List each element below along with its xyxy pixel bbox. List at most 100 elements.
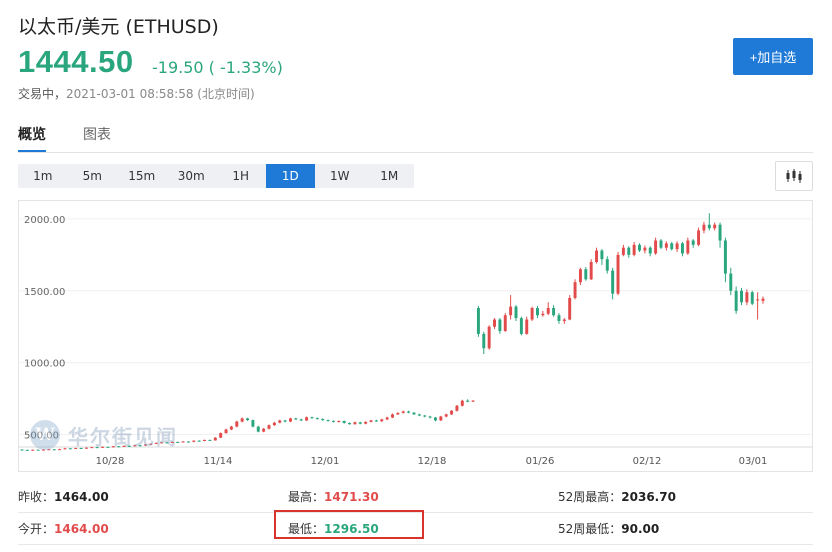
candle-body xyxy=(294,418,298,420)
candle-body xyxy=(503,315,507,332)
candle-body xyxy=(224,429,228,434)
candle-body xyxy=(519,318,523,334)
candle-body xyxy=(251,420,255,427)
candle-body xyxy=(487,326,491,349)
candle-body xyxy=(186,441,190,443)
candle-body xyxy=(482,333,486,349)
candle-body xyxy=(686,240,690,254)
tab-active-indicator xyxy=(18,150,46,152)
candle-body xyxy=(20,449,24,451)
candle-body xyxy=(643,247,647,251)
x-tick-label: 02/12 xyxy=(633,456,662,467)
candle-body xyxy=(240,418,244,422)
candle-body xyxy=(638,244,641,251)
candle-body xyxy=(718,224,722,241)
candle-body xyxy=(745,292,749,303)
candle-body xyxy=(611,270,615,294)
candle-body xyxy=(605,259,609,271)
candle-body xyxy=(750,292,754,304)
period-1h[interactable]: 1H xyxy=(232,169,250,183)
x-tick-label: 01/26 xyxy=(526,456,555,467)
candle-body xyxy=(170,441,174,443)
candle-body xyxy=(160,442,164,444)
candle-body xyxy=(219,433,223,438)
candle-body xyxy=(697,230,701,245)
candle-body xyxy=(192,440,196,442)
candle-body xyxy=(117,446,121,448)
add-to-watchlist-button[interactable]: +加自选 xyxy=(733,38,813,75)
candle-body xyxy=(632,244,636,255)
period-15m[interactable]: 15m xyxy=(128,169,156,183)
candle-body xyxy=(450,410,454,415)
status-text: 交易中， xyxy=(18,87,67,101)
stat-label: 52周最低： xyxy=(558,522,622,536)
stat-value: 90.00 xyxy=(621,522,660,536)
candle-body xyxy=(358,422,362,424)
candle-body xyxy=(47,449,51,451)
period-1m[interactable]: 1m xyxy=(33,169,53,183)
stat-high: 最高：1471.30 xyxy=(288,488,379,505)
candle-body xyxy=(337,420,341,422)
candle-body xyxy=(616,254,620,294)
period-1w[interactable]: 1W xyxy=(330,169,350,183)
candle-body xyxy=(342,420,346,424)
candle-body xyxy=(391,414,394,418)
trading-status: 交易中，2021-03-01 08:58:58 (北京时间) xyxy=(18,85,255,102)
candle-body xyxy=(299,419,303,421)
candle-body xyxy=(740,290,743,303)
candle-body xyxy=(600,250,604,260)
stat-value: 1464.00 xyxy=(54,522,109,536)
candle-body xyxy=(380,419,384,422)
tab-overview[interactable]: 概览 xyxy=(18,127,46,143)
candle-body xyxy=(761,298,765,301)
period-1d[interactable]: 1D xyxy=(265,164,315,188)
stat-value: 1296.50 xyxy=(324,522,379,536)
period-1mo[interactable]: 1M xyxy=(380,169,399,183)
candle-body xyxy=(278,420,282,423)
candle-body xyxy=(412,412,416,415)
candle-body xyxy=(122,445,126,447)
period-30m[interactable]: 30m xyxy=(177,169,205,183)
x-tick-label: 11/14 xyxy=(204,456,233,467)
stat-value: 1464.00 xyxy=(54,490,109,504)
candle-body xyxy=(176,441,180,443)
stat-52w-high: 52周最高：2036.70 xyxy=(558,488,676,505)
stat-prev-close: 昨收：1464.00 xyxy=(18,488,109,505)
candle-body xyxy=(756,299,760,301)
price-chart[interactable]: 2000.00 1500.00 1000.00 500.00 10/28 11/14 12/… xyxy=(18,200,813,472)
candle-body xyxy=(310,417,314,419)
tab-chart[interactable]: 图表 xyxy=(83,127,111,143)
stat-low: 最低：1296.50 xyxy=(288,520,379,537)
candle-body xyxy=(423,415,427,417)
x-tick-label: 03/01 xyxy=(739,456,768,467)
candle-body xyxy=(621,247,625,255)
candle-body xyxy=(369,420,373,422)
stats-row: 昨收：1464.00 最高：1471.30 52周最高：2036.70 xyxy=(18,480,813,513)
candle-body xyxy=(315,418,319,420)
y-tick-label: 1500.00 xyxy=(24,287,65,298)
candle-body xyxy=(455,405,459,411)
low-highlight-box xyxy=(274,510,424,539)
candle-body xyxy=(476,308,480,334)
candle-body xyxy=(84,447,88,449)
candle-body xyxy=(229,426,233,430)
candle-body xyxy=(272,422,276,426)
candle-body xyxy=(353,422,357,425)
candle-body xyxy=(36,449,40,451)
period-5m[interactable]: 5m xyxy=(82,169,102,183)
candle-body xyxy=(262,428,266,432)
candle-body xyxy=(514,306,518,319)
candle-body xyxy=(729,273,733,291)
candle-body xyxy=(203,439,207,441)
stat-value: 1471.30 xyxy=(324,490,379,504)
candle-body xyxy=(111,446,115,448)
candle-body xyxy=(235,421,239,427)
candle-body xyxy=(428,416,432,418)
candle-body xyxy=(63,448,67,450)
watermark: W 华尔街见闻 xyxy=(30,420,178,450)
chart-type-button[interactable] xyxy=(775,161,813,191)
candle-body xyxy=(702,224,706,231)
candle-body xyxy=(444,414,448,417)
y-tick-label: 2000.00 xyxy=(24,215,65,226)
candle-body xyxy=(149,443,153,445)
